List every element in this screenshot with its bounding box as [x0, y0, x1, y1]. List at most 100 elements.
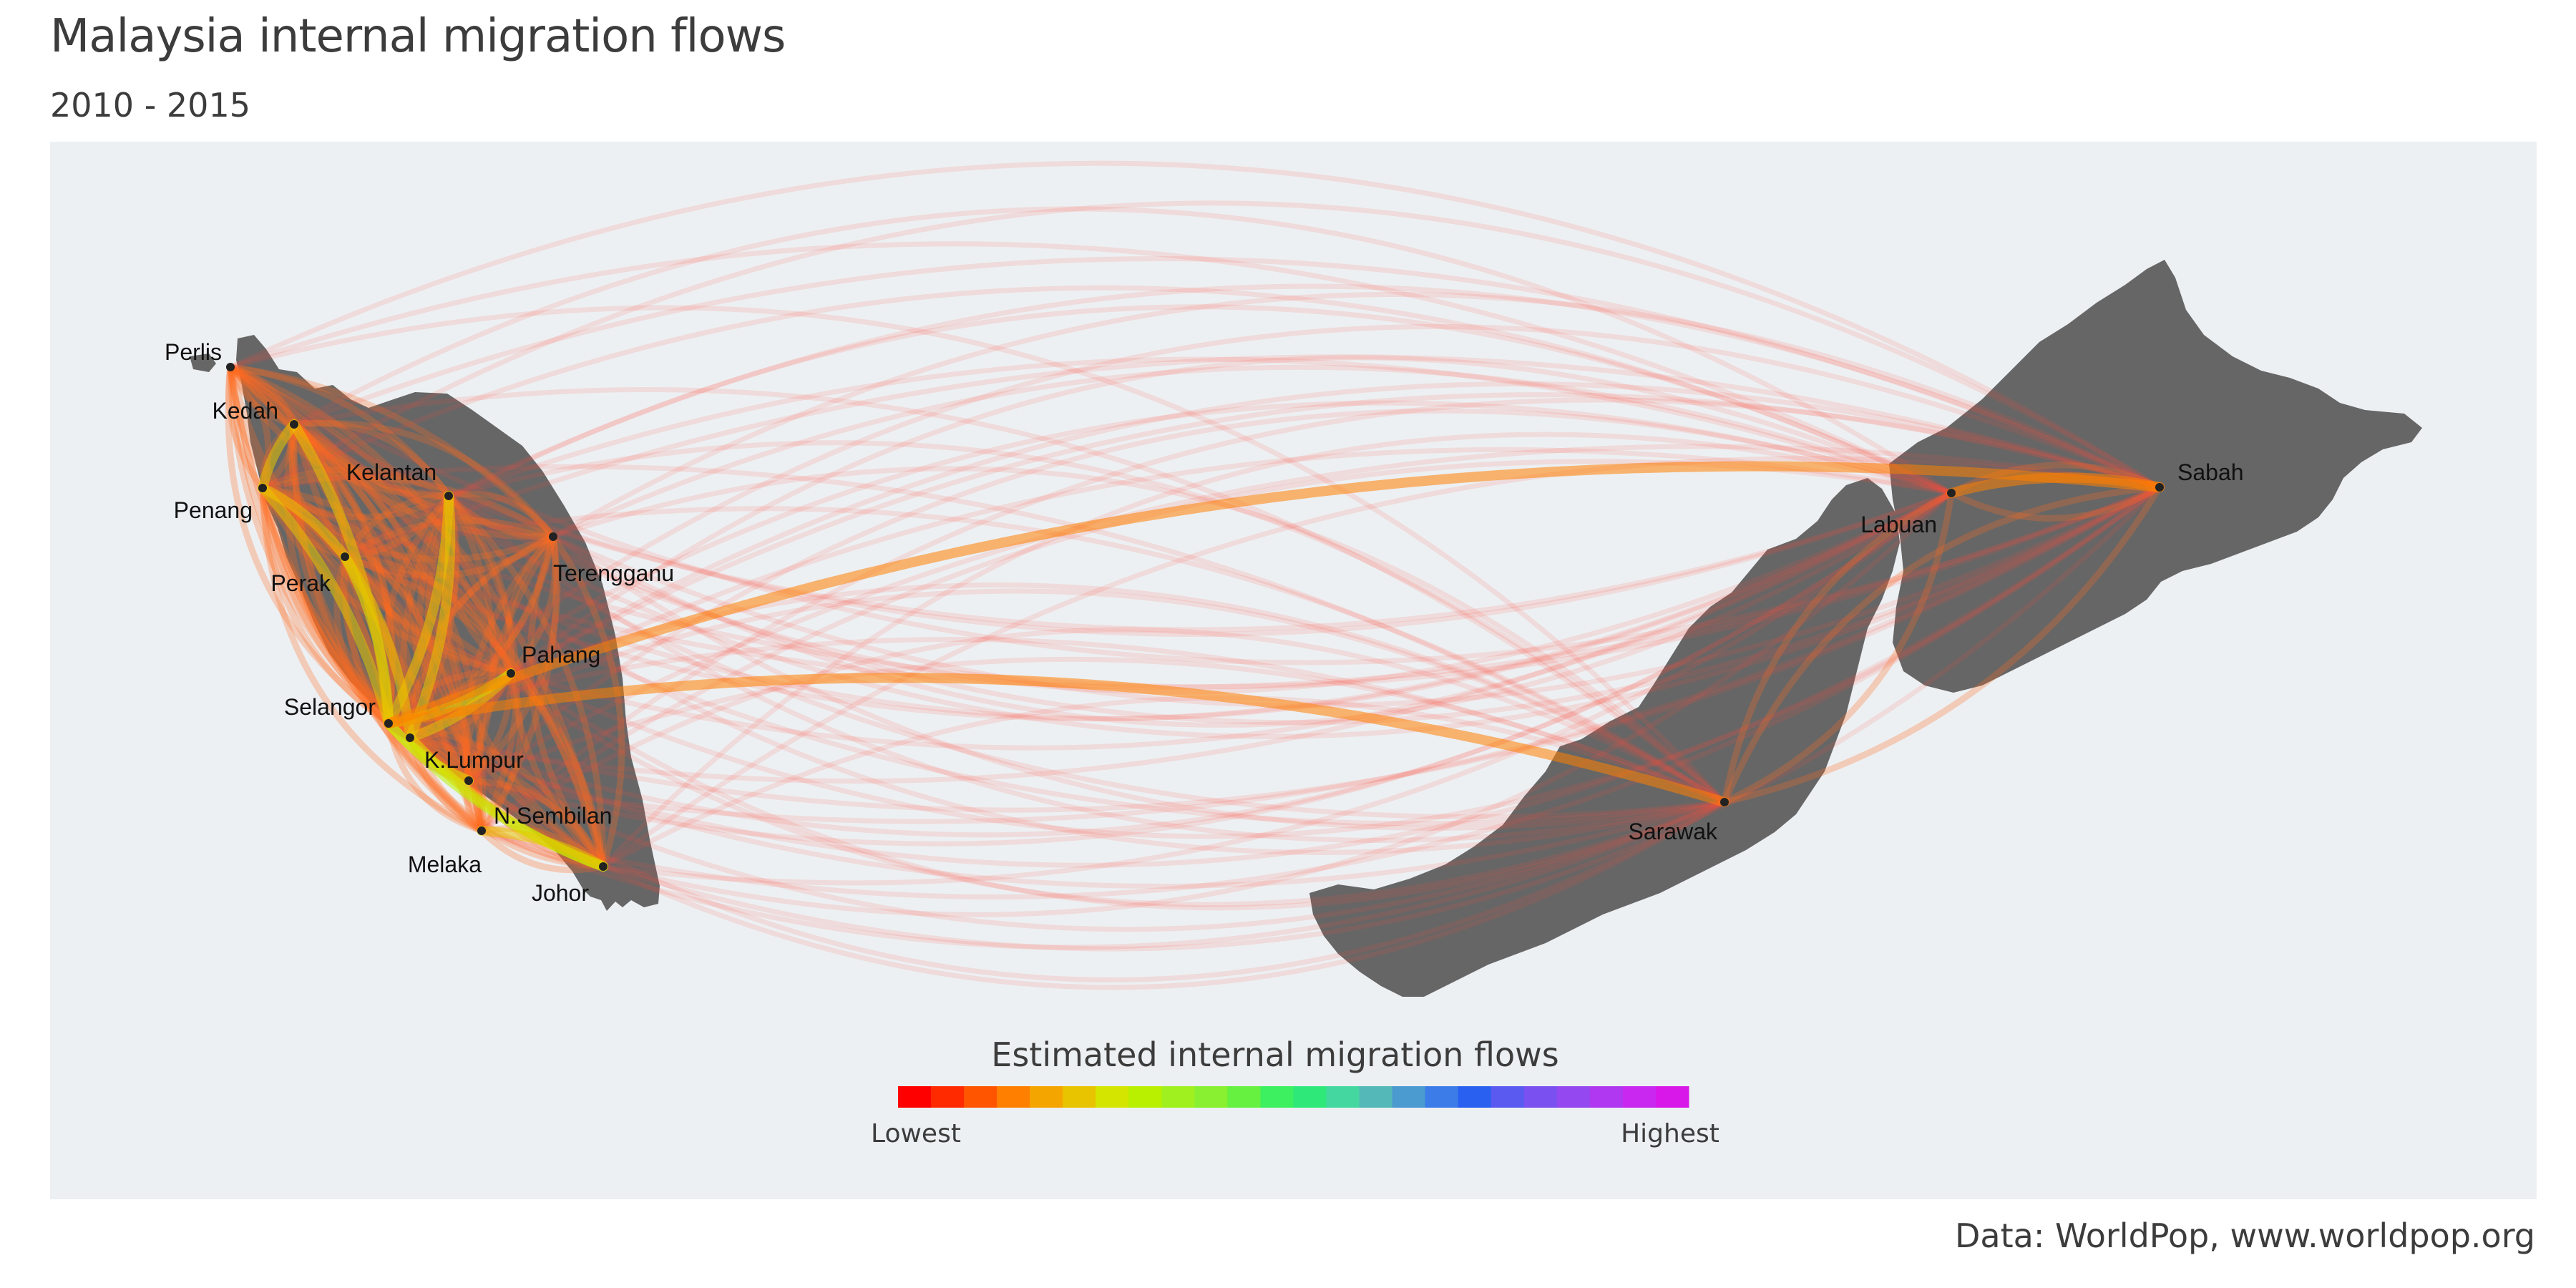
flow-arc	[600, 490, 1954, 886]
flow-arc	[260, 464, 1727, 805]
legend-swatch	[1491, 1086, 1525, 1108]
flow-arc	[291, 421, 557, 540]
flow-arc	[600, 695, 1727, 869]
node-label-melaka: Melaka	[408, 852, 482, 877]
legend-swatch	[1030, 1086, 1063, 1108]
flow-arc	[465, 670, 514, 784]
node-label-n-sembilan: N.Sembilan	[494, 803, 612, 829]
strong-flow-arc	[258, 483, 350, 562]
node-n-sembilan	[464, 776, 473, 785]
flow-arc	[550, 484, 2162, 708]
flow-arc	[446, 440, 1727, 805]
flow-arc	[445, 492, 497, 784]
flow-arc	[228, 364, 1727, 820]
flow-arc	[227, 364, 514, 677]
flow-arc	[291, 421, 485, 834]
flow-arc	[508, 355, 1954, 676]
flow-arc	[260, 285, 1954, 496]
flow-arc	[445, 492, 557, 540]
flow-arc	[228, 364, 2162, 665]
flow-arc	[227, 364, 298, 428]
legend-swatch	[1392, 1086, 1426, 1108]
flow-arc	[479, 490, 1954, 917]
flow-arc	[466, 444, 2162, 784]
flow-arc	[407, 588, 1727, 805]
flow-arc	[407, 490, 1954, 784]
flow-arc	[291, 206, 1954, 496]
flow-arc	[407, 447, 1954, 741]
flow-arc	[228, 160, 2162, 490]
node-pahang	[507, 669, 515, 678]
node-label-perak: Perak	[270, 570, 331, 596]
flow-arc	[1721, 489, 1955, 806]
legend-swatch	[1556, 1086, 1591, 1108]
flow-arc	[227, 364, 557, 540]
flow-arc	[600, 799, 1727, 990]
node-selangor	[384, 719, 393, 728]
flow-arc	[291, 421, 607, 870]
strong-flow-arc	[258, 483, 394, 728]
land-borneo-north-strip	[1810, 514, 1860, 571]
flow-arc	[260, 200, 2162, 491]
flow-arc	[1721, 484, 2163, 806]
flow-arc	[341, 492, 452, 560]
flow-arc	[507, 533, 559, 677]
legend-swatch	[1458, 1086, 1492, 1108]
flow-arc	[504, 533, 557, 677]
flow-arc	[527, 533, 607, 870]
legend-swatch	[1622, 1086, 1657, 1108]
flow-arc	[259, 484, 414, 741]
legend-swatch	[1096, 1086, 1129, 1108]
flow-arc	[342, 484, 2162, 690]
flow-arc	[550, 466, 1727, 805]
flow-arc	[227, 364, 298, 428]
map-panel: Perlis Kedah Penang Kelantan Perak Terengganu…	[50, 142, 2537, 1199]
strong-flow-arc	[258, 419, 299, 493]
flow-arc	[446, 356, 1954, 499]
node-label-sarawak: Sarawak	[1629, 819, 1719, 844]
node-sabah	[2155, 483, 2164, 492]
flow-arc	[600, 456, 2162, 869]
flow-arc	[446, 490, 1954, 633]
legend-swatch	[1128, 1086, 1162, 1108]
flow-arc	[291, 419, 557, 540]
legend-title: Estimated internal migration flows	[991, 1035, 1558, 1074]
flow-arc	[225, 364, 266, 492]
flow-arc	[466, 408, 1954, 784]
node-label-perlis: Perlis	[165, 339, 222, 365]
legend-low-label: Lowest	[871, 1119, 961, 1148]
legend-swatch	[1194, 1086, 1228, 1108]
flow-arc	[259, 466, 452, 499]
flow-arc	[446, 283, 2162, 499]
land-langkawi-island	[190, 353, 216, 372]
flow-arc	[1721, 484, 2163, 806]
node-kedah	[290, 420, 298, 429]
legend-color-bar	[898, 1086, 1689, 1108]
node-terengganu	[549, 532, 557, 541]
legend-swatch	[1260, 1086, 1294, 1108]
flow-arc	[259, 484, 472, 784]
flow-arc	[466, 484, 2162, 824]
flow-arc	[341, 553, 485, 834]
legend: Estimated internal migration flows Lowes…	[871, 1035, 1719, 1148]
node-johor	[599, 862, 608, 871]
flow-arc	[342, 304, 1954, 560]
flow-arc	[600, 431, 1954, 869]
flow-arc	[291, 419, 452, 499]
flow-arc	[225, 364, 414, 741]
node-label-johor: Johor	[532, 880, 589, 906]
flow-arc	[406, 734, 607, 870]
node-kelantan	[444, 492, 453, 500]
flow-arc	[407, 484, 2162, 868]
node-label-penang: Penang	[174, 497, 253, 523]
flow-arc	[479, 484, 2162, 900]
node-layer: Perlis Kedah Penang Kelantan Perak Terengganu…	[165, 339, 2244, 906]
legend-swatch	[1655, 1086, 1689, 1108]
flow-arc	[1948, 484, 2163, 522]
flow-arc	[259, 484, 514, 677]
legend-swatch	[1063, 1086, 1096, 1108]
flow-arc	[550, 292, 2162, 540]
flow-arc	[1948, 462, 2163, 497]
flow-arc	[550, 490, 1954, 728]
flow-arc	[260, 485, 1727, 826]
